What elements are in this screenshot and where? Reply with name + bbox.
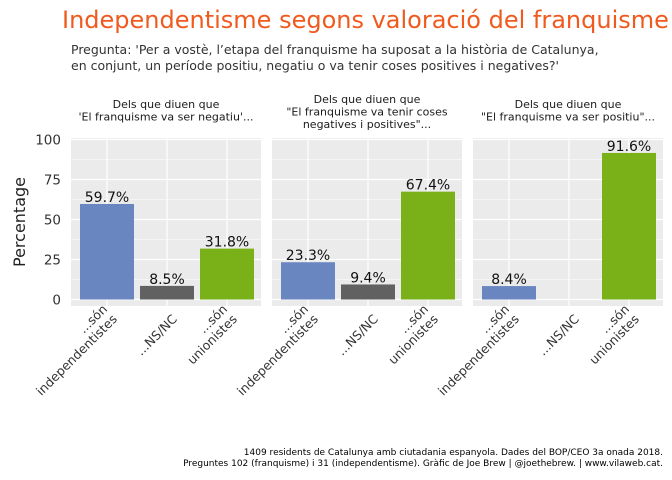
y-tick-label: 0 xyxy=(52,293,61,309)
data-label: 59.7% xyxy=(85,190,129,206)
y-tick-label: 75 xyxy=(44,173,61,189)
facet-title: Dels que diuen que xyxy=(515,98,622,111)
data-label: 31.8% xyxy=(205,235,249,251)
x-tick-label-line: ...NS/NC xyxy=(133,311,180,358)
bar-unionistes xyxy=(200,248,254,300)
x-tick-label: ...NS/NC xyxy=(535,311,582,358)
caption-line-1: 1409 residents de Catalunya amb ciutadan… xyxy=(243,448,663,458)
data-label: 67.4% xyxy=(406,178,450,194)
y-tick-label: 100 xyxy=(35,133,61,149)
facet-title: 'El franquisme va ser negatiu'... xyxy=(79,111,254,124)
chart-subtitle: Pregunta: 'Per a vostè, l’etapa del fran… xyxy=(71,42,599,73)
x-tick-label: ...NS/NC xyxy=(334,311,381,358)
data-label: 8.4% xyxy=(491,272,527,288)
bar-independentistes xyxy=(80,203,134,300)
bar-unionistes xyxy=(401,191,455,300)
chart-caption: 1409 residents de Catalunya amb ciutadan… xyxy=(43,448,663,470)
bar-unionistes xyxy=(602,152,656,300)
x-tick-label: ...NS/NC xyxy=(133,311,180,358)
data-label: 91.6% xyxy=(607,139,651,155)
bar-ns_nc xyxy=(140,285,194,300)
y-tick-label: 50 xyxy=(44,213,61,229)
y-tick-label: 25 xyxy=(44,253,61,269)
y-axis-label: Percentage xyxy=(10,177,29,267)
facet-title: "El franquisme va tenir coses xyxy=(286,106,448,119)
facet-title: Dels que diuen que xyxy=(314,93,421,106)
caption-line-2: Preguntes 102 (franquisme) i 31 (indepen… xyxy=(183,459,663,469)
chart-title: Independentisme segons valoració del fra… xyxy=(62,6,669,34)
data-label: 8.5% xyxy=(149,272,185,288)
facet-title: "El franquisme va ser positiu"... xyxy=(481,111,655,124)
data-label: 23.3% xyxy=(286,248,330,264)
bar-independentistes xyxy=(281,262,335,300)
facet-title: Dels que diuen que xyxy=(113,98,220,111)
data-label: 9.4% xyxy=(350,270,386,286)
x-tick-label-line: ...NS/NC xyxy=(334,311,381,358)
bar-independentistes xyxy=(482,286,536,300)
x-tick-label-line: ...NS/NC xyxy=(535,311,582,358)
facet-title: negatives i positives"... xyxy=(303,118,431,131)
bar-ns_nc xyxy=(341,284,395,300)
